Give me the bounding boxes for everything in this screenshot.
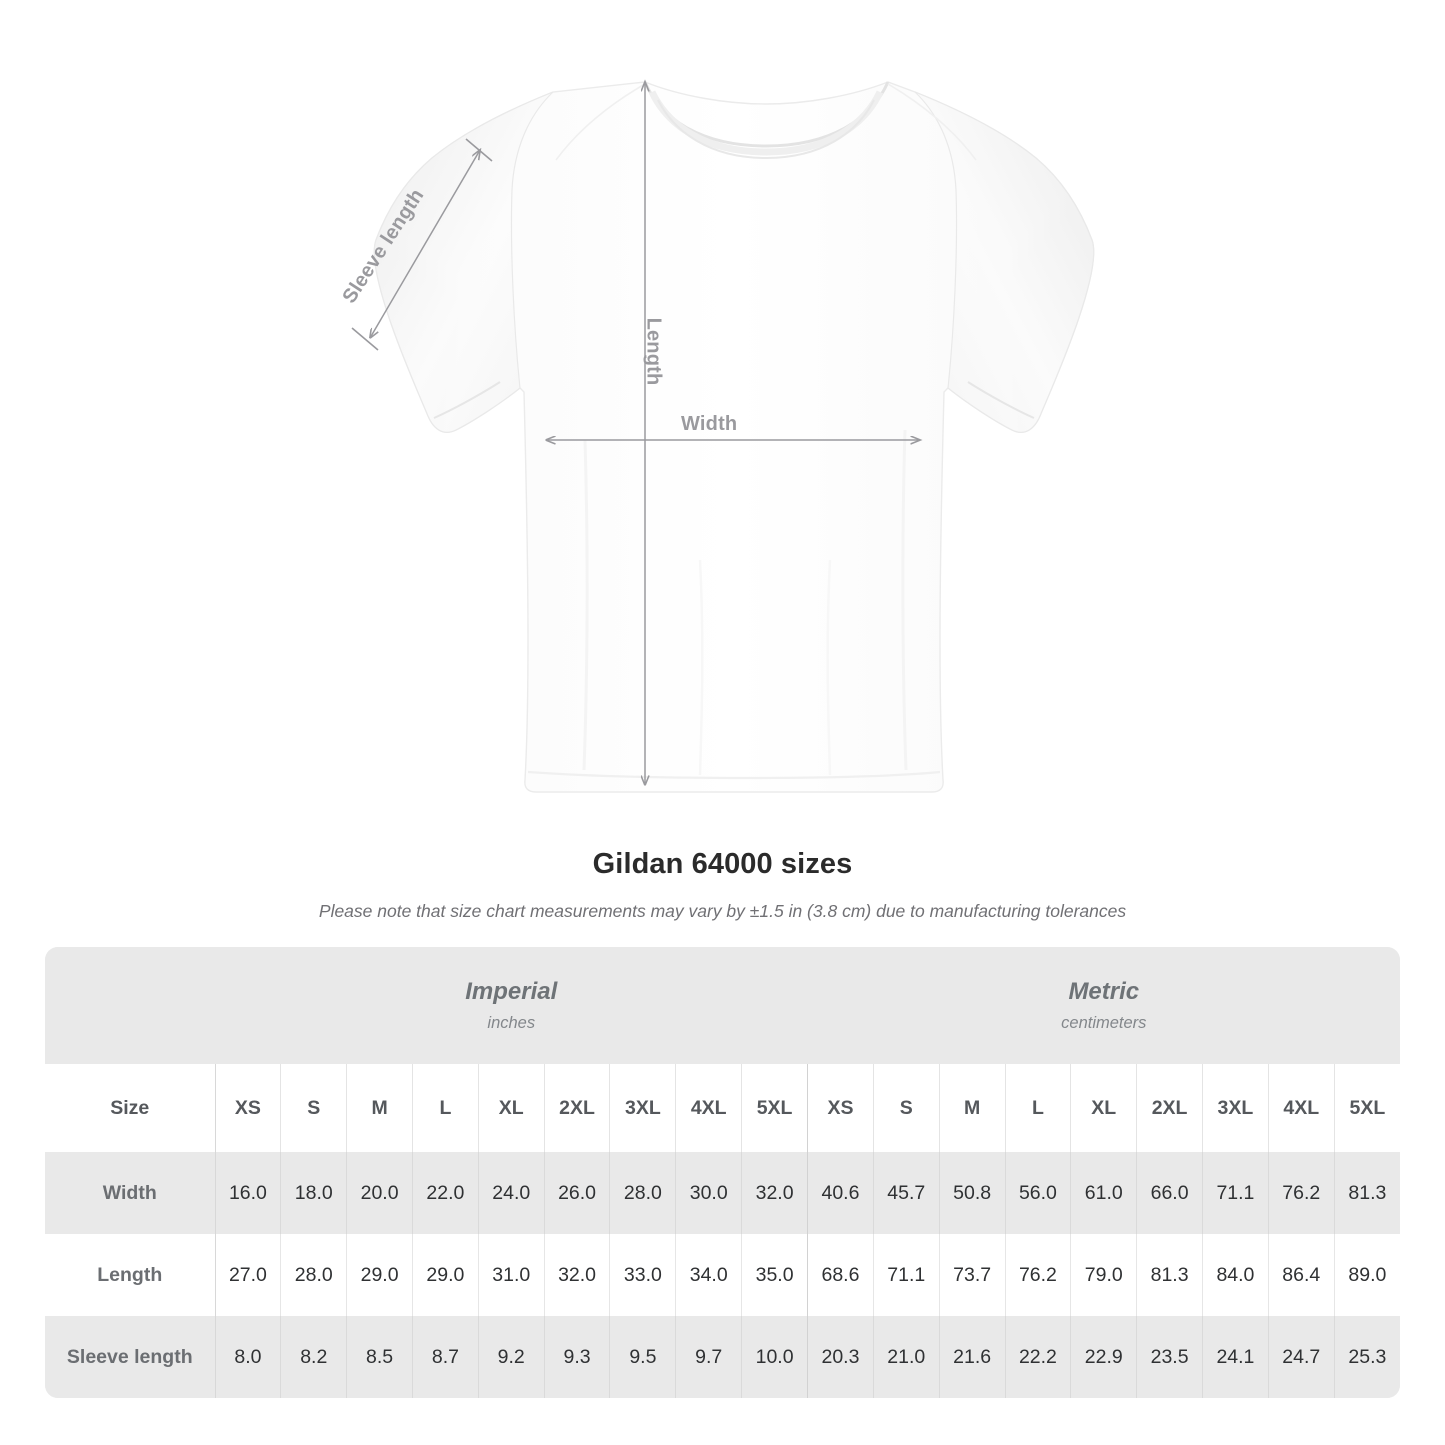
size-header-metric-xl: XL [1070,1064,1138,1152]
tshirt-illustration [351,0,1095,793]
cell-width-metric-5xl: 81.3 [1334,1152,1400,1234]
cell-length-imperial-4xl: 34.0 [675,1234,743,1316]
size-column-header: Size [45,1064,216,1152]
cell-sleeve-length-metric-2xl: 23.5 [1136,1316,1203,1398]
size-header-metric-xs: XS [807,1064,874,1152]
cell-sleeve-length-metric-3xl: 24.1 [1202,1316,1269,1398]
cell-width-imperial-4xl: 30.0 [675,1152,743,1234]
size-header-metric-4xl: 4XL [1268,1064,1335,1152]
unit-group-metric: Metric centimeters [807,947,1400,1064]
cell-sleeve-length-imperial-s: 8.2 [280,1316,348,1398]
size-header-imperial-m: M [346,1064,413,1152]
unit-name: centimeters [1061,1014,1147,1033]
cell-width-imperial-xl: 24.0 [478,1152,545,1234]
size-header-imperial-xl: XL [478,1064,545,1152]
cell-length-imperial-3xl: 33.0 [609,1234,677,1316]
cell-length-imperial-xl: 31.0 [478,1234,545,1316]
unit-system-header-row: Imperial inches Metric centimeters [45,947,1400,1064]
cell-width-metric-xl: 61.0 [1070,1152,1138,1234]
cell-width-metric-s: 45.7 [873,1152,940,1234]
size-chart-table-container: Imperial inches Metric centimeters Size XS S M L… [45,947,1400,1398]
row-label-width: Width [45,1152,216,1234]
unit-group-imperial: Imperial inches [215,947,808,1064]
cell-width-imperial-5xl: 32.0 [741,1152,809,1234]
cell-sleeve-length-imperial-5xl: 10.0 [741,1316,809,1398]
cell-width-metric-2xl: 66.0 [1136,1152,1203,1234]
table-row: Length 27.0 28.0 29.0 29.0 31.0 32.0 33.0 34.0 35… [45,1234,1400,1316]
cell-sleeve-length-imperial-m: 8.5 [346,1316,413,1398]
size-header-metric-3xl: 3XL [1202,1064,1269,1152]
size-header-imperial-4xl: 4XL [675,1064,743,1152]
size-header-imperial-3xl: 3XL [609,1064,677,1152]
sleeve-length-dimension [351,138,493,351]
cell-width-metric-m: 50.8 [939,1152,1006,1234]
cell-sleeve-length-imperial-3xl: 9.5 [609,1316,677,1398]
cell-sleeve-length-metric-xl: 22.9 [1070,1316,1138,1398]
cell-length-metric-s: 71.1 [873,1234,940,1316]
cell-sleeve-length-imperial-4xl: 9.7 [675,1316,743,1398]
cell-length-metric-4xl: 86.4 [1268,1234,1335,1316]
cell-length-metric-l: 76.2 [1005,1234,1072,1316]
cell-length-imperial-s: 28.0 [280,1234,348,1316]
cell-length-imperial-l: 29.0 [412,1234,479,1316]
table-row: Width 16.0 18.0 20.0 22.0 24.0 26.0 28.0 30.0 32.… [45,1152,1400,1234]
size-header-imperial-s: S [280,1064,348,1152]
cell-width-metric-xs: 40.6 [807,1152,874,1234]
cell-length-metric-xl: 79.0 [1070,1234,1138,1316]
cell-sleeve-length-imperial-2xl: 9.3 [544,1316,611,1398]
tshirt-diagram: Sleeve length Length Width [338,0,1095,793]
row-label-sleeve-length: Sleeve length [45,1316,216,1398]
cell-sleeve-length-metric-s: 21.0 [873,1316,940,1398]
size-header-metric-5xl: 5XL [1334,1064,1400,1152]
cell-length-imperial-5xl: 35.0 [741,1234,809,1316]
unit-system-name: Imperial [465,977,558,1005]
cell-sleeve-length-metric-m: 21.6 [939,1316,1006,1398]
size-header-metric-m: M [939,1064,1006,1152]
cell-sleeve-length-imperial-l: 8.7 [412,1316,479,1398]
size-chart-table: Imperial inches Metric centimeters Size XS S M L… [45,947,1400,1398]
cell-width-imperial-3xl: 28.0 [609,1152,677,1234]
size-header-imperial-xs: XS [215,1064,282,1152]
unit-name: inches [487,1014,536,1033]
cell-width-metric-l: 56.0 [1005,1152,1072,1234]
cell-length-metric-3xl: 84.0 [1202,1234,1269,1316]
cell-sleeve-length-metric-xs: 20.3 [807,1316,874,1398]
cell-width-imperial-xs: 16.0 [215,1152,282,1234]
cell-sleeve-length-metric-l: 22.2 [1005,1316,1072,1398]
width-label: Width [681,413,738,435]
table-row: Sleeve length 8.0 8.2 8.5 8.7 9.2 9.3 9.5 9.7 10.… [45,1316,1400,1398]
cell-length-metric-2xl: 81.3 [1136,1234,1203,1316]
shirt-body-shape [373,81,1095,793]
cell-width-metric-3xl: 71.1 [1202,1152,1269,1234]
size-header-metric-s: S [873,1064,940,1152]
size-header-imperial-l: L [412,1064,479,1152]
row-label-length: Length [45,1234,216,1316]
cell-sleeve-length-imperial-xs: 8.0 [215,1316,282,1398]
size-chart-heading: Gildan 64000 sizes Please note that size… [0,848,1445,922]
size-header-metric-l: L [1005,1064,1072,1152]
unit-system-name: Metric [1068,977,1140,1005]
cell-length-metric-m: 73.7 [939,1234,1006,1316]
cell-length-imperial-xs: 27.0 [215,1234,282,1316]
cell-width-imperial-s: 18.0 [280,1152,348,1234]
size-header-metric-2xl: 2XL [1136,1064,1203,1152]
cell-sleeve-length-metric-5xl: 25.3 [1334,1316,1400,1398]
cell-length-imperial-m: 29.0 [346,1234,413,1316]
cell-sleeve-length-metric-4xl: 24.7 [1268,1316,1335,1398]
length-label: Length [642,317,665,386]
cell-width-imperial-l: 22.0 [412,1152,479,1234]
size-header-imperial-2xl: 2XL [544,1064,611,1152]
cell-width-imperial-2xl: 26.0 [544,1152,611,1234]
size-header-row: Size XS S M L XL 2XL 3XL 4XL 5XL XS S M L XL 2XL 3XL 4XL 5… [45,1064,1400,1152]
cell-length-imperial-2xl: 32.0 [544,1234,611,1316]
cell-width-metric-4xl: 76.2 [1268,1152,1335,1234]
cell-sleeve-length-imperial-xl: 9.2 [478,1316,545,1398]
size-header-imperial-5xl: 5XL [741,1064,809,1152]
cell-length-metric-xs: 68.6 [807,1234,874,1316]
unit-header-spacer [45,947,215,1064]
cell-length-metric-5xl: 89.0 [1334,1234,1400,1316]
page-title: Gildan 64000 sizes [592,848,853,880]
tolerance-note: Please note that size chart measurements… [318,901,1127,921]
cell-width-imperial-m: 20.0 [346,1152,413,1234]
